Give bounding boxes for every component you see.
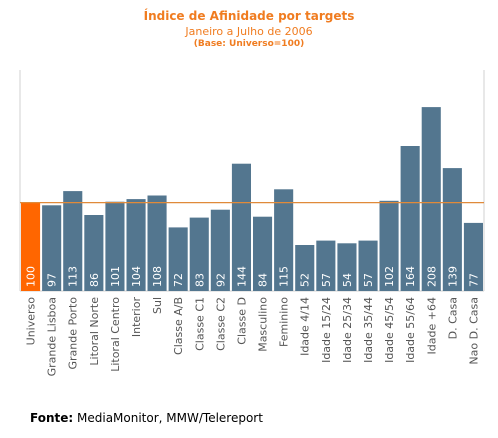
chart-title: Índice de Afinidade por targets bbox=[143, 9, 355, 23]
bar bbox=[231, 163, 251, 291]
category-label: Idade 15/24 bbox=[320, 297, 333, 363]
category-label: Feminino bbox=[278, 297, 291, 347]
category-label: Grande Porto bbox=[67, 297, 80, 370]
bar bbox=[21, 202, 41, 291]
chart-note: (Base: Universo=100) bbox=[193, 39, 305, 49]
bar bbox=[210, 209, 230, 291]
bar bbox=[189, 217, 209, 291]
bar bbox=[147, 195, 167, 291]
value-label: 164 bbox=[404, 266, 417, 287]
source-note: Fonte: MediaMonitor, MMW/Telereport bbox=[30, 411, 263, 425]
category-label: Classe C1 bbox=[193, 297, 206, 351]
bar bbox=[400, 146, 420, 291]
category-label: Litoral Norte bbox=[88, 297, 101, 366]
source-label: Fonte: bbox=[30, 411, 74, 425]
bar bbox=[253, 216, 273, 291]
bar bbox=[379, 200, 399, 291]
category-label: D. Casa bbox=[446, 297, 459, 339]
value-label: 84 bbox=[257, 273, 270, 287]
value-label: 86 bbox=[88, 273, 101, 287]
source-text: MediaMonitor, MMW/Telereport bbox=[77, 411, 263, 425]
value-label: 72 bbox=[172, 273, 185, 287]
chart-subtitle: Janeiro a Julho de 2006 bbox=[185, 25, 313, 38]
bar bbox=[105, 201, 125, 291]
category-label: Nao D. Casa bbox=[468, 297, 481, 365]
category-label: Idade 45/54 bbox=[383, 297, 396, 363]
category-label: Idade 35/44 bbox=[362, 297, 375, 363]
bar bbox=[463, 222, 483, 291]
bar-plot: 100 97 113 86 101 104 108 72 83 92 144 84 115 52 57 54 5… bbox=[19, 70, 485, 376]
category-label: Classe D bbox=[236, 297, 249, 345]
bar bbox=[337, 243, 357, 291]
value-label: 57 bbox=[320, 273, 333, 287]
value-label: 100 bbox=[25, 266, 38, 287]
value-label: 97 bbox=[46, 273, 59, 287]
bar bbox=[63, 191, 83, 291]
bar bbox=[358, 240, 378, 291]
value-label: 113 bbox=[67, 266, 80, 287]
value-label: 144 bbox=[236, 266, 249, 287]
bar bbox=[274, 189, 294, 291]
value-label: 108 bbox=[151, 266, 164, 287]
category-label: Masculino bbox=[257, 297, 270, 352]
category-label: Classe A/B bbox=[172, 297, 185, 355]
category-label: Sul bbox=[151, 297, 164, 314]
category-label: Grande Lisboa bbox=[46, 297, 59, 376]
value-label: 77 bbox=[468, 273, 481, 287]
bar bbox=[442, 168, 462, 291]
value-label: 102 bbox=[383, 266, 396, 287]
value-label: 115 bbox=[278, 266, 291, 287]
value-label: 54 bbox=[341, 273, 354, 287]
value-label: 83 bbox=[193, 273, 206, 287]
bar bbox=[126, 199, 146, 291]
value-label: 57 bbox=[362, 273, 375, 287]
bar bbox=[42, 205, 62, 291]
category-label: Classe C2 bbox=[214, 297, 227, 351]
value-label: 52 bbox=[299, 273, 312, 287]
bar bbox=[295, 245, 315, 291]
category-label: Universo bbox=[25, 297, 38, 346]
category-label: Idade +64 bbox=[425, 297, 438, 354]
category-label: Interior bbox=[130, 297, 143, 338]
value-label: 139 bbox=[446, 266, 459, 287]
category-label: Idade 4/14 bbox=[299, 297, 312, 356]
value-label: 104 bbox=[130, 266, 143, 287]
bar bbox=[168, 227, 188, 291]
category-label: Idade 55/64 bbox=[404, 297, 417, 363]
bar bbox=[421, 107, 441, 291]
category-label: Litoral Centro bbox=[109, 297, 122, 372]
bar bbox=[316, 240, 336, 291]
category-label: Idade 25/34 bbox=[341, 297, 354, 363]
bar bbox=[84, 215, 104, 291]
value-label: 208 bbox=[425, 266, 438, 287]
value-label: 92 bbox=[214, 273, 227, 287]
value-label: 101 bbox=[109, 266, 122, 287]
